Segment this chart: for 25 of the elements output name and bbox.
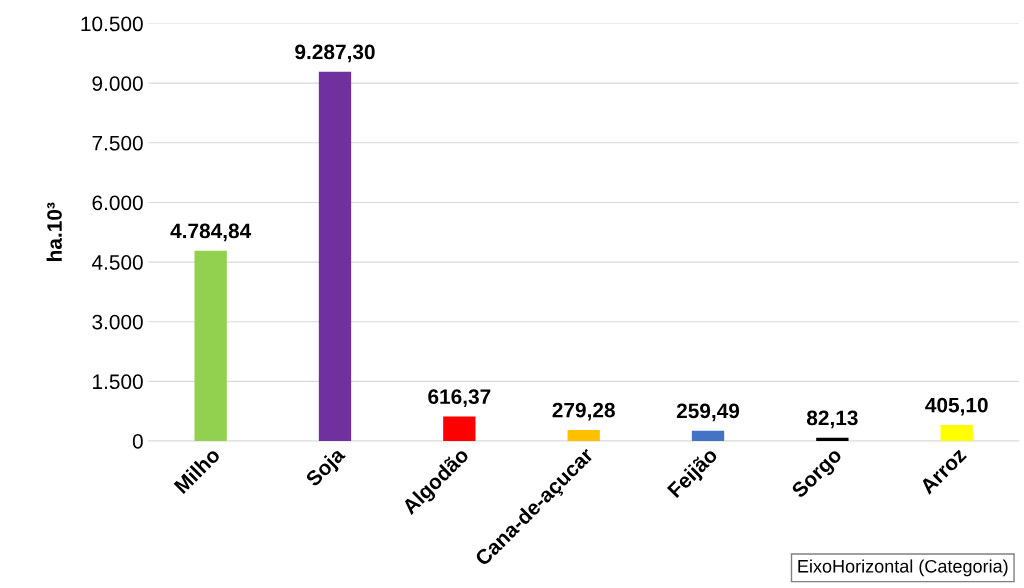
bar <box>318 71 352 441</box>
data-label: 4.784,84 <box>170 223 252 242</box>
data-label: 279,28 <box>552 402 615 421</box>
data-label: 9.287,30 <box>295 44 375 63</box>
y-tick-label: 0 <box>132 434 143 449</box>
y-tick-label: 1.500 <box>93 374 143 390</box>
y-tick-label: 9.000 <box>92 76 143 91</box>
y-tick-label: 10.500 <box>81 16 143 32</box>
data-label: 82,13 <box>806 410 858 429</box>
text: EixoHorizontal (Categoria) <box>798 559 1008 577</box>
data-label: 405,10 <box>925 397 988 416</box>
bar <box>194 250 227 441</box>
data-label: 259,49 <box>676 403 740 422</box>
y-tick-label: 6.000 <box>92 195 143 211</box>
y-tick-label: 3.000 <box>92 314 143 330</box>
bar <box>443 416 476 441</box>
bar <box>816 437 849 441</box>
bar <box>940 424 973 441</box>
y-tick-label: 7.500 <box>92 135 143 151</box>
y-tick-label: 4.500 <box>91 255 143 270</box>
y-axis-title: ha.10³ <box>46 202 62 261</box>
data-label: 616,37 <box>428 389 491 408</box>
x-tick-label: Soja <box>304 445 349 491</box>
bar <box>567 429 600 441</box>
bar <box>691 430 725 441</box>
